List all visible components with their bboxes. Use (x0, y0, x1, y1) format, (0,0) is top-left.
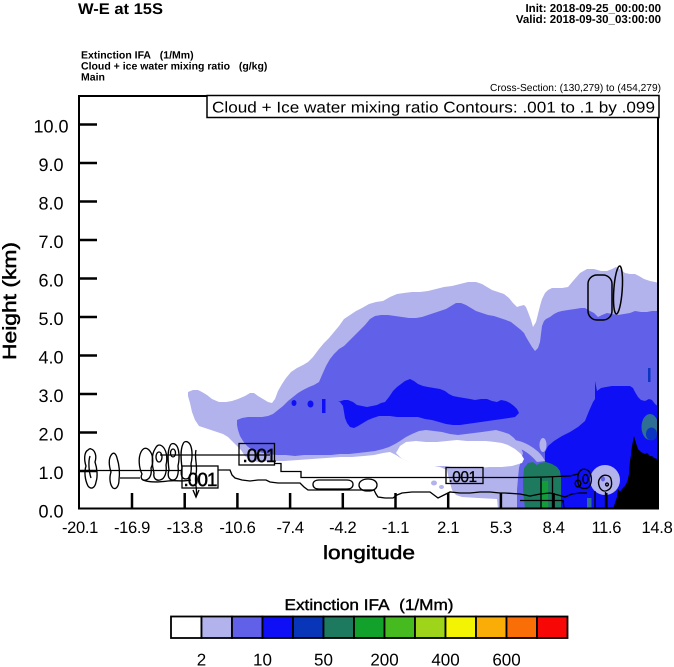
svg-text:Extinction IFA (1/Mm): Extinction IFA (1/Mm) (285, 597, 454, 614)
svg-text:Init: 2018-09-25_00:00:00: Init: 2018-09-25_00:00:00 (525, 3, 661, 15)
svg-text:5.0: 5.0 (38, 309, 63, 329)
svg-text:-1.1: -1.1 (382, 519, 409, 537)
svg-text:2: 2 (197, 651, 206, 667)
svg-text:-16.9: -16.9 (114, 519, 150, 537)
svg-text:Valid: 2018-09-30_03:00:00: Valid: 2018-09-30_03:00:00 (516, 14, 661, 26)
svg-text:Cross-Section: (130,279) to (4: Cross-Section: (130,279) to (454,279) (490, 83, 661, 94)
svg-text:2.0: 2.0 (38, 425, 63, 445)
svg-text:longitude: longitude (323, 543, 415, 564)
svg-text:-20.1: -20.1 (62, 519, 98, 537)
svg-text:5.3: 5.3 (490, 519, 512, 537)
svg-text:Cloud + ice water mixing ratio: Cloud + ice water mixing ratio (g/kg) (81, 61, 267, 73)
svg-text:200: 200 (370, 651, 398, 667)
svg-text:50: 50 (314, 651, 333, 667)
svg-text:7.0: 7.0 (38, 232, 63, 252)
svg-text:2.1: 2.1 (437, 519, 459, 537)
svg-text:6.0: 6.0 (38, 271, 63, 291)
svg-text:0.0: 0.0 (38, 502, 63, 522)
svg-text:Height (km): Height (km) (0, 242, 21, 360)
svg-text:10.0: 10.0 (33, 117, 68, 137)
svg-text:.001: .001 (449, 469, 477, 486)
svg-text:.001: .001 (243, 446, 276, 467)
svg-text:-4.2: -4.2 (329, 519, 356, 537)
svg-text:-13.8: -13.8 (167, 519, 203, 537)
svg-text:-7.4: -7.4 (276, 519, 303, 537)
svg-text:11.6: 11.6 (591, 519, 621, 537)
svg-text:W-E at 15S: W-E at 15S (78, 1, 163, 18)
svg-text:10: 10 (253, 651, 272, 667)
svg-text:Cloud + Ice water mixing ratio: Cloud + Ice water mixing ratio Contours:… (212, 100, 655, 117)
svg-text:8.4: 8.4 (543, 519, 565, 537)
svg-text:8.0: 8.0 (38, 194, 63, 214)
svg-text:14.8: 14.8 (642, 519, 673, 537)
svg-text:600: 600 (492, 651, 520, 667)
svg-text:-10.6: -10.6 (219, 519, 255, 537)
svg-text:9.0: 9.0 (38, 155, 63, 175)
svg-text:3.0: 3.0 (38, 386, 63, 406)
svg-text:Extinction IFA (1/Mm): Extinction IFA (1/Mm) (81, 50, 194, 62)
svg-text:4.0: 4.0 (38, 348, 63, 368)
svg-text:.001: .001 (184, 470, 217, 491)
svg-text:1.0: 1.0 (38, 463, 63, 483)
svg-text:Main: Main (81, 72, 105, 84)
svg-text:400: 400 (431, 651, 459, 667)
